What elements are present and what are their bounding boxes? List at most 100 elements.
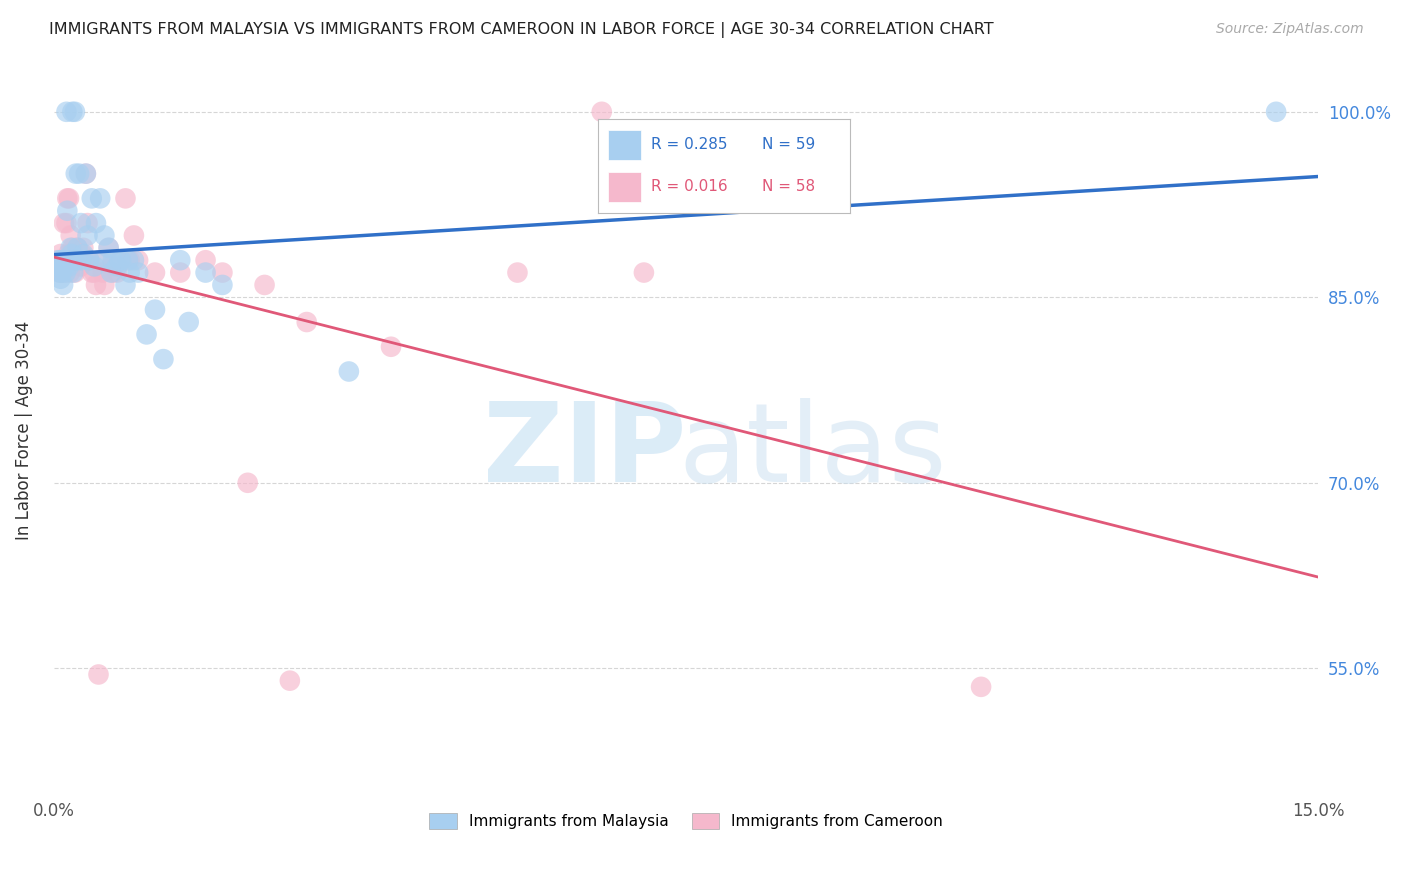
Text: atlas: atlas	[678, 399, 946, 506]
Point	[75, 167, 97, 181]
Point	[80, 191, 103, 205]
Point	[970, 680, 993, 694]
Point	[105, 266, 128, 280]
Point	[49, 247, 72, 261]
Point	[101, 253, 124, 268]
Point	[65, 253, 87, 268]
Point	[143, 302, 166, 317]
Point	[60, 241, 83, 255]
Point	[60, 253, 83, 268]
Point	[380, 340, 402, 354]
Point	[91, 253, 114, 268]
Point	[65, 253, 87, 268]
Point	[97, 241, 120, 255]
Point	[56, 247, 79, 261]
Point	[89, 253, 111, 268]
Point	[87, 667, 110, 681]
Point	[117, 253, 139, 268]
Point	[72, 247, 94, 261]
Point	[114, 277, 136, 292]
Point	[53, 260, 76, 274]
Point	[48, 266, 70, 280]
Point	[60, 104, 83, 119]
Point	[97, 241, 120, 255]
Point	[55, 266, 77, 280]
Point	[56, 191, 79, 205]
Point	[337, 364, 360, 378]
Point	[93, 228, 115, 243]
Point	[110, 253, 132, 268]
Point	[51, 266, 73, 280]
Point	[77, 253, 100, 268]
Point	[59, 241, 82, 255]
Point	[143, 266, 166, 280]
Point	[295, 315, 318, 329]
Point	[55, 216, 77, 230]
Point	[278, 673, 301, 688]
Point	[55, 104, 77, 119]
Point	[59, 253, 82, 268]
Point	[48, 260, 70, 274]
Point	[48, 266, 70, 280]
Point	[100, 260, 122, 274]
Point	[52, 216, 75, 230]
Point	[58, 191, 80, 205]
Point	[46, 253, 69, 268]
Point	[83, 260, 105, 274]
Point	[67, 253, 90, 268]
Text: Source: ZipAtlas.com: Source: ZipAtlas.com	[1216, 22, 1364, 37]
Point	[65, 167, 87, 181]
Point	[51, 253, 73, 268]
Point	[169, 253, 191, 268]
Point	[62, 253, 84, 268]
Point	[49, 272, 72, 286]
Point	[52, 253, 75, 268]
Point	[122, 253, 145, 268]
Point	[89, 191, 111, 205]
Point	[506, 266, 529, 280]
Point	[69, 260, 91, 274]
Text: ZIP: ZIP	[484, 399, 686, 506]
Point	[177, 315, 200, 329]
Point	[152, 352, 174, 367]
Point	[211, 266, 233, 280]
Point	[55, 260, 77, 274]
Point	[51, 253, 73, 268]
Point	[253, 277, 276, 292]
Point	[77, 253, 100, 268]
Point	[70, 247, 93, 261]
Point	[63, 104, 86, 119]
Point	[114, 191, 136, 205]
Point	[91, 266, 114, 280]
Point	[127, 253, 149, 268]
Point	[127, 266, 149, 280]
Point	[46, 253, 69, 268]
Point	[75, 167, 97, 181]
Point	[66, 241, 89, 255]
Point	[59, 266, 82, 280]
Point	[66, 241, 89, 255]
Point	[1265, 104, 1288, 119]
Point	[80, 266, 103, 280]
Point	[72, 241, 94, 255]
Point	[76, 216, 98, 230]
Point	[62, 266, 84, 280]
Point	[70, 253, 93, 268]
Point	[93, 277, 115, 292]
Point	[105, 260, 128, 274]
Text: IMMIGRANTS FROM MALAYSIA VS IMMIGRANTS FROM CAMEROON IN LABOR FORCE | AGE 30-34 : IMMIGRANTS FROM MALAYSIA VS IMMIGRANTS F…	[49, 22, 994, 38]
Point	[56, 253, 79, 268]
Point	[58, 260, 80, 274]
Point	[194, 266, 217, 280]
Point	[59, 228, 82, 243]
Point	[49, 253, 72, 268]
Point	[100, 266, 122, 280]
Point	[108, 253, 131, 268]
Point	[633, 266, 655, 280]
Point	[110, 253, 132, 268]
Point	[591, 104, 613, 119]
Point	[118, 253, 141, 268]
Point	[60, 247, 83, 261]
Legend: Immigrants from Malaysia, Immigrants from Cameroon: Immigrants from Malaysia, Immigrants fro…	[423, 806, 949, 835]
Point	[48, 260, 70, 274]
